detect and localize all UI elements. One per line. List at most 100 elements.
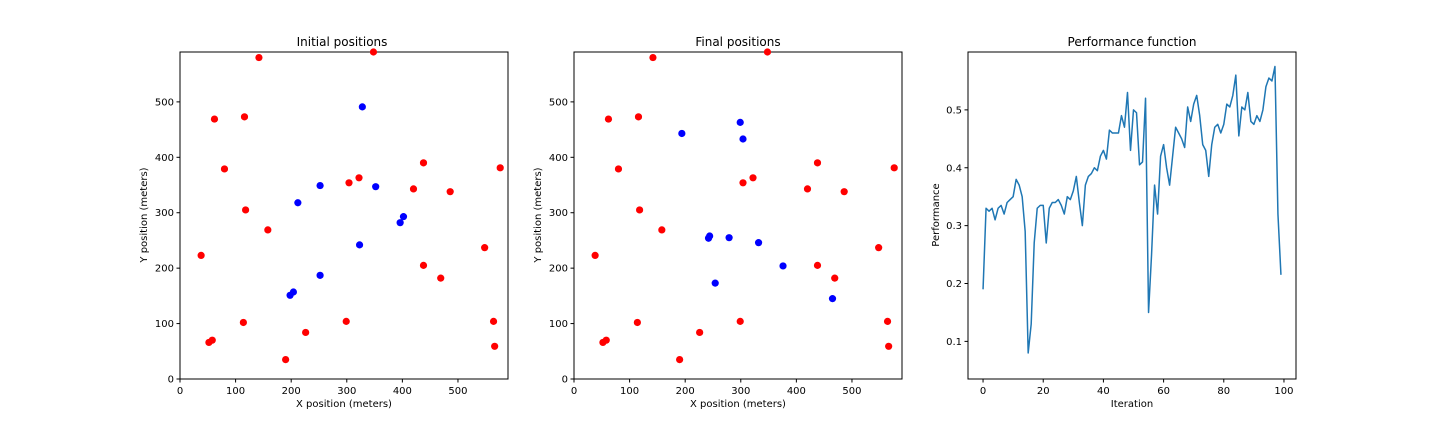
scatter-point-targets bbox=[604, 115, 613, 123]
scatter-point-agents bbox=[725, 234, 733, 242]
scatter-point-targets bbox=[481, 244, 489, 252]
scatter-point-targets bbox=[437, 274, 445, 282]
scatter-point-targets bbox=[676, 356, 684, 364]
scatter-point-targets bbox=[409, 185, 418, 193]
scatter-point-agents bbox=[736, 118, 744, 126]
scatter-point-targets bbox=[813, 159, 822, 167]
scatter-point-agents bbox=[739, 135, 747, 143]
y-tick-label: 500 bbox=[155, 97, 174, 108]
plot-title: Final positions bbox=[695, 35, 780, 49]
y-tick-label: 100 bbox=[549, 319, 568, 330]
scatter-point-targets bbox=[636, 206, 644, 214]
x-tick-label: 200 bbox=[676, 386, 695, 397]
scatter-points bbox=[591, 48, 898, 364]
scatter-point-targets bbox=[736, 317, 744, 325]
y-axis-label: Performance bbox=[931, 183, 942, 246]
scatter-point-targets bbox=[208, 336, 216, 344]
plot-title: Performance function bbox=[1068, 35, 1197, 49]
scatter-point-targets bbox=[602, 336, 610, 344]
scatter-point-targets bbox=[496, 164, 504, 172]
scatter-point-targets bbox=[749, 174, 757, 182]
scatter-point-agents bbox=[704, 234, 713, 242]
scatter-point-agents bbox=[372, 183, 380, 191]
scatter-point-targets bbox=[614, 165, 623, 173]
x-axis-label: X position (meters) bbox=[296, 399, 392, 410]
scatter-point-agents bbox=[399, 213, 408, 221]
y-tick-label: 0 bbox=[168, 375, 174, 386]
y-axis: 0 100 200 300 400 500 bbox=[155, 97, 180, 386]
x-tick-label: 60 bbox=[1157, 386, 1170, 397]
scatter-point-targets bbox=[658, 226, 666, 234]
line-series bbox=[982, 65, 1282, 354]
scatter-point-targets bbox=[239, 318, 247, 327]
x-axis: 0 20 40 60 80 100 bbox=[980, 379, 1294, 397]
y-axis: 0 100 200 300 400 500 bbox=[549, 97, 574, 386]
scatter-point-targets bbox=[890, 164, 898, 172]
scatter-point-targets bbox=[369, 48, 378, 56]
scatter-point-targets bbox=[696, 328, 704, 337]
scatter-point-targets bbox=[220, 165, 229, 173]
plot-frame bbox=[573, 51, 903, 380]
x-tick-label: 100 bbox=[620, 386, 639, 397]
scatter-point-targets bbox=[240, 113, 249, 121]
scatter-points bbox=[197, 48, 504, 364]
plot-frame bbox=[179, 51, 509, 380]
y-tick-label: 100 bbox=[155, 319, 174, 330]
scatter-point-agents bbox=[396, 219, 404, 227]
x-axis-label: Iteration bbox=[1111, 399, 1153, 410]
scatter-point-agents bbox=[754, 239, 763, 247]
scatter-point-agents bbox=[286, 291, 294, 299]
performance-plot: Performance function 0 20 40 60 80 100 0.1 0.2… bbox=[931, 35, 1297, 410]
scatter-point-targets bbox=[885, 342, 893, 350]
plot-title: Initial positions bbox=[297, 35, 388, 49]
scatter-point-agents bbox=[678, 129, 686, 138]
performance-line bbox=[982, 65, 1282, 354]
scatter-point-targets bbox=[282, 356, 290, 364]
y-tick-label: 0 bbox=[562, 375, 568, 386]
y-tick-label: 0.1 bbox=[946, 337, 962, 348]
scatter-point-targets bbox=[355, 174, 363, 182]
y-tick-label: 0.2 bbox=[946, 279, 962, 290]
y-tick-label: 0.4 bbox=[946, 163, 962, 174]
y-tick-label: 300 bbox=[549, 208, 568, 219]
scatter-point-targets bbox=[763, 48, 772, 56]
scatter-point-targets bbox=[419, 159, 428, 167]
scatter-point-agents bbox=[294, 199, 302, 207]
x-axis-label: X position (meters) bbox=[690, 399, 786, 410]
y-tick-label: 200 bbox=[155, 264, 174, 275]
scatter-point-targets bbox=[633, 318, 641, 327]
scatter-point-targets bbox=[342, 317, 350, 325]
y-tick-label: 400 bbox=[549, 153, 568, 164]
scatter-point-targets bbox=[197, 251, 205, 260]
x-tick-label: 100 bbox=[226, 386, 245, 397]
plot-frame bbox=[967, 51, 1297, 380]
scatter-point-targets bbox=[345, 179, 353, 187]
scatter-point-targets bbox=[875, 244, 883, 252]
y-tick-label: 500 bbox=[549, 97, 568, 108]
scatter-point-targets bbox=[255, 53, 263, 62]
scatter-point-targets bbox=[813, 261, 822, 269]
scatter-point-targets bbox=[831, 274, 839, 282]
scatter-point-targets bbox=[242, 206, 250, 214]
scatter-point-agents bbox=[358, 103, 366, 111]
y-tick-label: 300 bbox=[155, 208, 174, 219]
scatter-point-targets bbox=[446, 188, 454, 196]
final-positions-plot: Final positions 0 100 200 300 400 500 0 100 200… bbox=[533, 35, 903, 410]
x-tick-label: 400 bbox=[787, 386, 806, 397]
x-tick-label: 300 bbox=[731, 386, 750, 397]
scatter-point-targets bbox=[840, 188, 848, 196]
scatter-point-targets bbox=[883, 317, 892, 325]
x-tick-label: 0 bbox=[571, 386, 577, 397]
scatter-point-agents bbox=[355, 241, 364, 249]
y-tick-label: 0.5 bbox=[946, 105, 962, 116]
scatter-point-agents bbox=[316, 181, 324, 190]
y-axis: 0.1 0.2 0.3 0.4 0.5 bbox=[946, 105, 968, 348]
x-axis: 0 100 200 300 400 500 bbox=[177, 379, 468, 397]
initial-positions-plot: Initial positions 0 100 200 300 400 500 0 100 2… bbox=[139, 35, 509, 410]
x-tick-label: 20 bbox=[1037, 386, 1050, 397]
scatter-point-targets bbox=[803, 185, 812, 193]
x-tick-label: 500 bbox=[842, 386, 861, 397]
scatter-point-agents bbox=[828, 295, 837, 303]
x-tick-label: 40 bbox=[1097, 386, 1110, 397]
